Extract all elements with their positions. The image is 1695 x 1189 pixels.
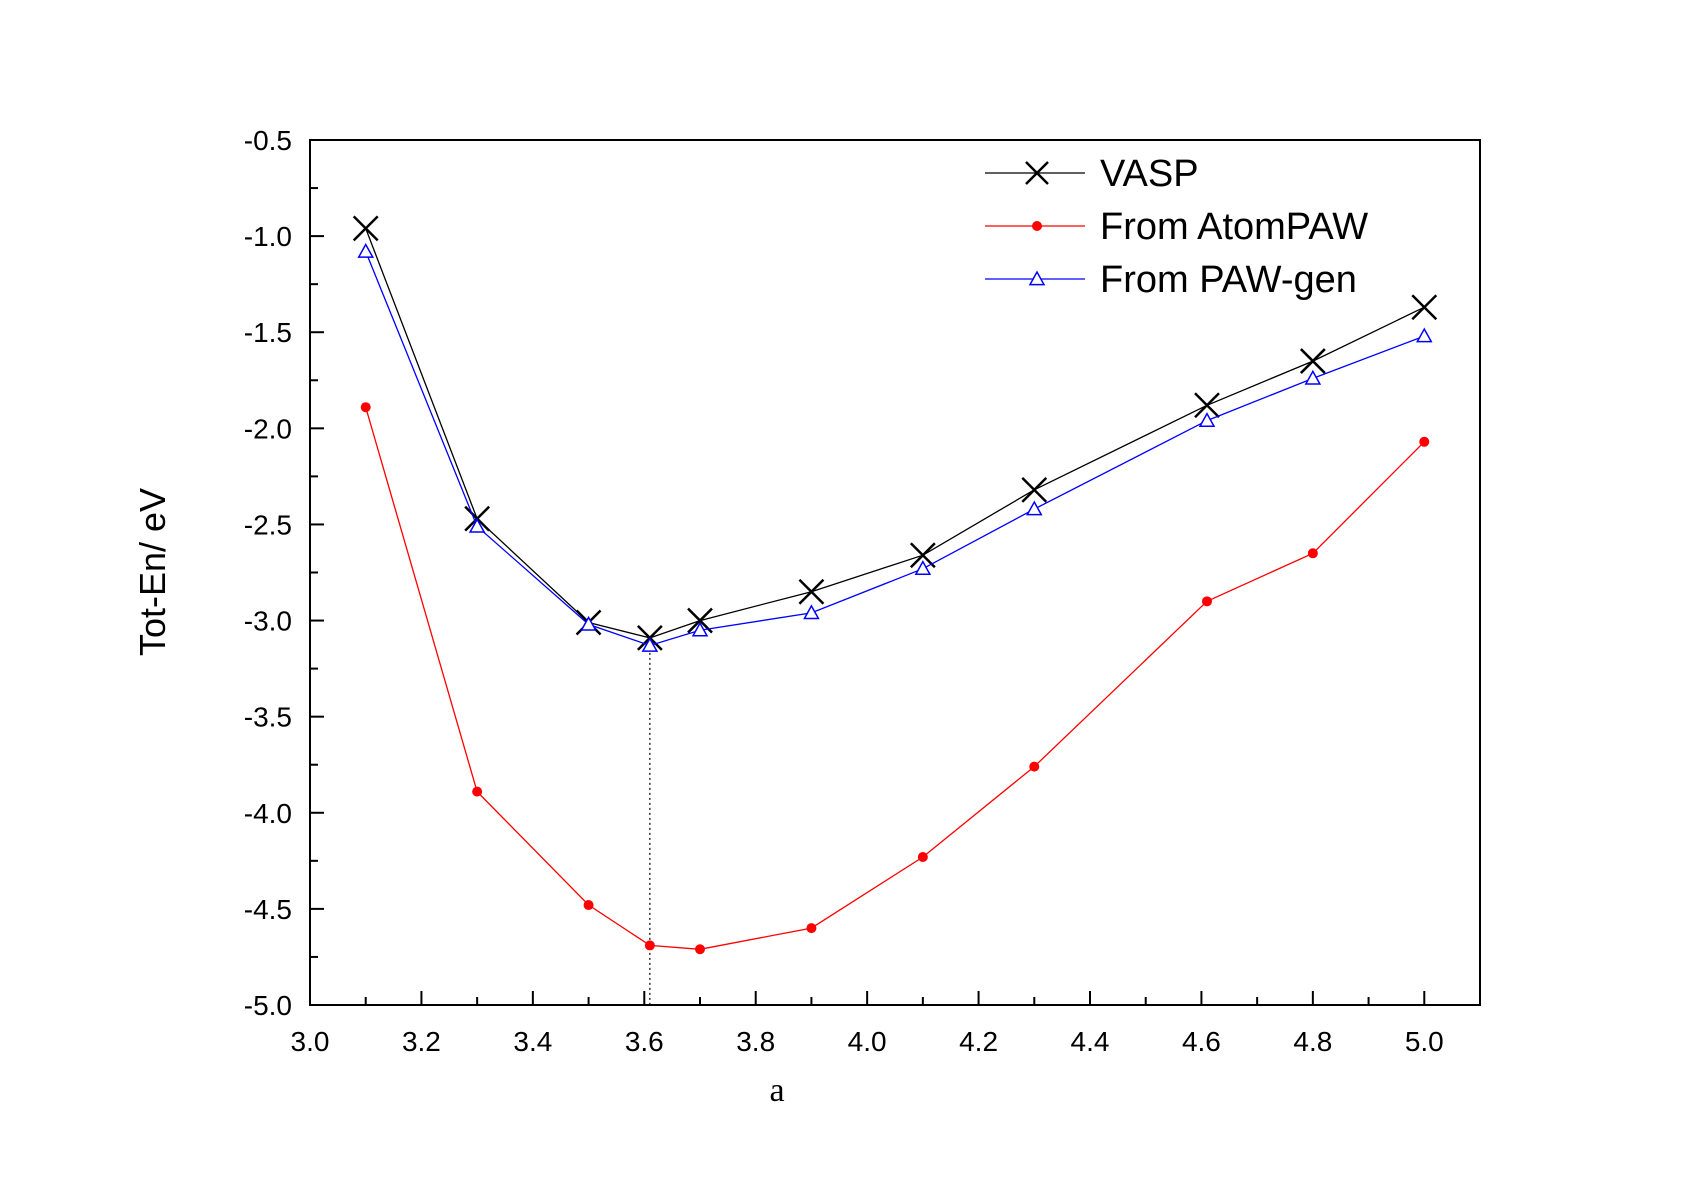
x-axis-ticks: 3.0 3.2 3.4 3.6 3.8 4.0 4.2 4.4 4.6 4.8 5.0 (291, 991, 1444, 1057)
data-point-triangle (468, 517, 486, 533)
data-point-circle (644, 940, 655, 951)
x-tick-label: 4.6 (1182, 1026, 1221, 1057)
data-point-cross (798, 578, 825, 605)
data-point-circle (1032, 221, 1042, 231)
data-point-triangle (1304, 369, 1322, 385)
x-tick-label: 5.0 (1405, 1026, 1444, 1057)
legend-item-1: From AtomPAW (985, 206, 1368, 248)
x-axis-label: a (769, 1072, 784, 1109)
data-point-triangle (1416, 327, 1433, 343)
y-tick-label: -5.0 (244, 990, 292, 1021)
series-2 (357, 242, 1433, 652)
data-point-triangle (803, 604, 820, 620)
y-tick-label: -3.5 (244, 702, 292, 733)
y-tick-label: -2.5 (244, 509, 292, 540)
y-tick-label: -3.0 (244, 606, 292, 637)
series-line (365, 251, 1425, 647)
y-tick-label: -0.5 (244, 125, 292, 156)
legend-item-0: VASP (985, 153, 1199, 195)
x-tick-label: 3.0 (291, 1026, 330, 1057)
legend-item-2: From PAW-gen (985, 259, 1357, 301)
x-tick-label: 3.6 (625, 1026, 664, 1057)
data-point-circle (583, 900, 594, 911)
data-point-circle (917, 851, 928, 862)
x-tick-label: 4.0 (848, 1026, 887, 1057)
y-axis-label: Tot-En/ eV (132, 488, 173, 656)
x-tick-label: 3.8 (736, 1026, 775, 1057)
y-tick-label: -4.5 (244, 894, 292, 925)
data-point-triangle (914, 560, 932, 576)
data-point-circle (1307, 548, 1318, 559)
data-point-circle (806, 923, 817, 934)
data-point-circle (360, 402, 371, 413)
data-point-cross (1194, 392, 1220, 419)
data-point-circle (695, 944, 705, 955)
y-tick-label: -1.5 (244, 317, 292, 348)
data-point-triangle (580, 615, 597, 631)
data-point-triangle (691, 621, 709, 637)
data-point-cross (1025, 161, 1049, 185)
y-axis-ticks: -0.5 -1.0 -1.5 -2.0 -2.5 -3.0 -3.5 -4.0 -4.5 -5.0 (244, 125, 324, 1021)
x-tick-label: 4.2 (959, 1026, 998, 1057)
data-point-circle (1202, 596, 1212, 607)
x-tick-label: 4.4 (1071, 1026, 1110, 1057)
y-tick-label: -1.0 (244, 221, 292, 252)
data-point-circle (1029, 761, 1040, 772)
x-tick-label: 4.8 (1293, 1026, 1332, 1057)
data-point-cross (352, 215, 379, 242)
series-line (365, 407, 1425, 950)
data-point-triangle (641, 637, 659, 652)
data-point-cross (909, 542, 936, 569)
data-point-triangle (1198, 412, 1216, 427)
data-point-circle (1419, 436, 1430, 447)
x-tick-label: 3.2 (402, 1026, 441, 1057)
data-point-cross (1021, 476, 1048, 503)
y-tick-label: -4.0 (244, 798, 292, 829)
legend-label: From PAW-gen (1100, 259, 1357, 301)
data-point-cross (1299, 348, 1326, 374)
legend: VASP From AtomPAW From PAW-gen (985, 153, 1368, 301)
y-tick-label: -2.0 (244, 413, 292, 444)
legend-label: VASP (1100, 153, 1199, 195)
x-tick-label: 3.4 (513, 1026, 552, 1057)
data-point-circle (472, 786, 483, 797)
data-point-triangle (1028, 270, 1046, 286)
series-layer (352, 215, 1438, 955)
data-point-triangle (357, 242, 374, 258)
series-1 (360, 402, 1430, 955)
data-point-triangle (1026, 500, 1043, 516)
data-point-cross (1411, 294, 1438, 321)
legend-label: From AtomPAW (1100, 206, 1368, 248)
